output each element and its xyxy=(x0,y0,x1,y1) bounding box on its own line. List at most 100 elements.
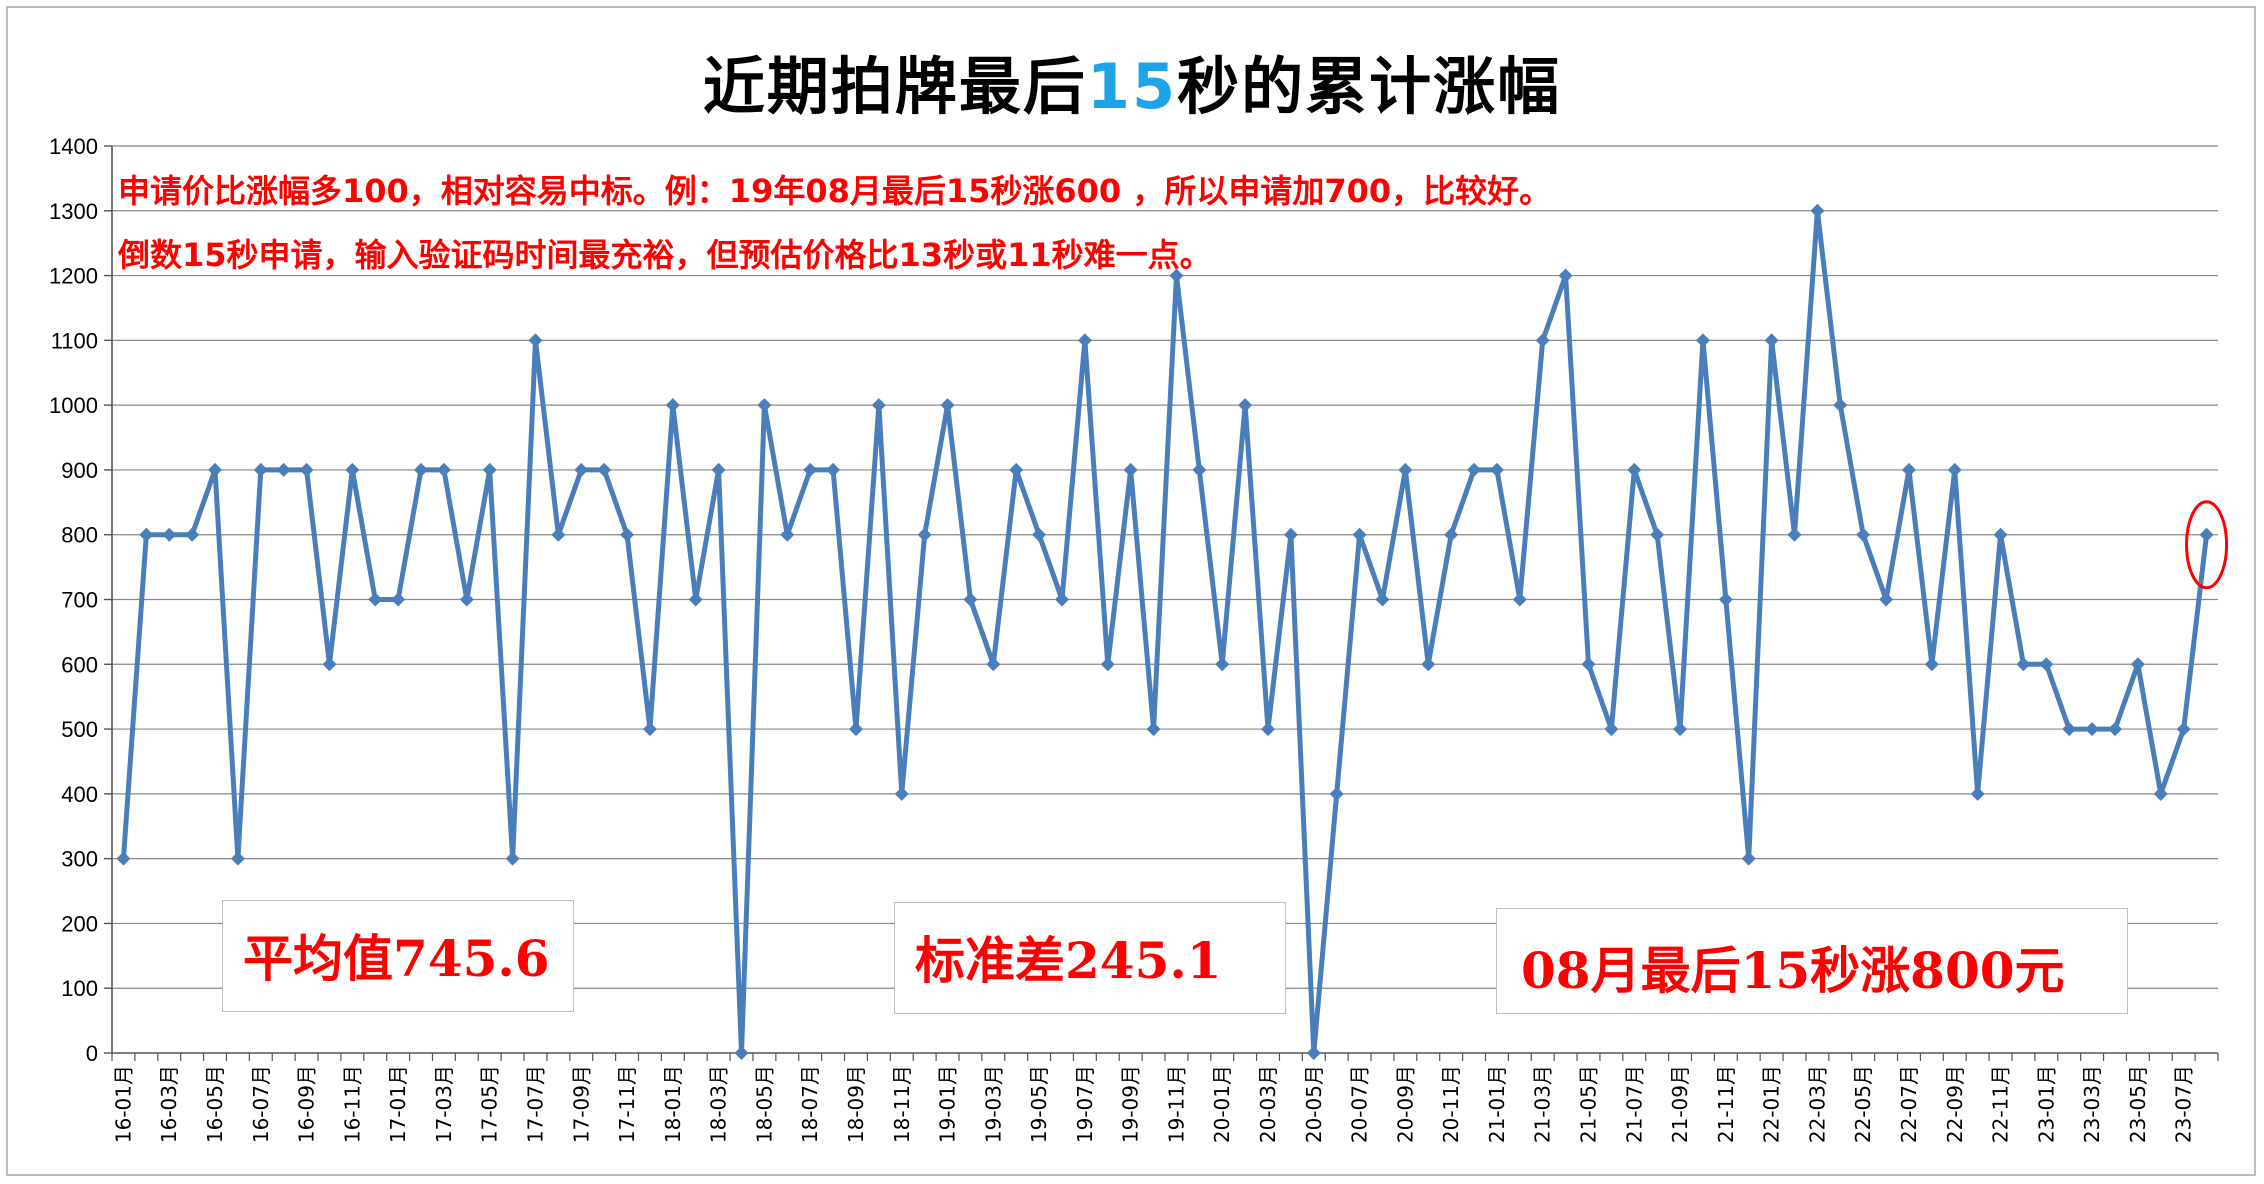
data-point xyxy=(1054,592,1069,607)
data-point xyxy=(1009,462,1024,477)
data-point xyxy=(276,462,291,477)
x-tick-label: 16-09月 xyxy=(295,1065,319,1143)
data-point xyxy=(1146,722,1161,737)
data-point xyxy=(1077,333,1092,348)
mean-annotation: 平均值745.6 xyxy=(222,900,574,1012)
y-tick-label: 300 xyxy=(61,847,98,872)
data-point xyxy=(1535,333,1550,348)
x-tick-label: 21-05月 xyxy=(1576,1065,1600,1143)
data-point xyxy=(1650,527,1665,542)
data-point xyxy=(505,851,520,866)
data-point xyxy=(139,527,154,542)
x-tick-label: 19-11月 xyxy=(1164,1065,1188,1143)
y-tick-label: 1100 xyxy=(51,328,98,353)
data-point xyxy=(482,462,497,477)
x-tick-label: 17-09月 xyxy=(569,1065,593,1143)
std-annotation: 标准差245.1 xyxy=(894,902,1286,1014)
data-point xyxy=(780,527,795,542)
data-point xyxy=(734,1046,749,1060)
data-point xyxy=(1329,786,1344,801)
y-tick-label: 0 xyxy=(86,1041,98,1066)
data-point xyxy=(1924,657,1939,672)
data-point xyxy=(2039,657,2054,672)
data-point xyxy=(299,462,314,477)
data-point xyxy=(368,592,383,607)
data-point xyxy=(1398,462,1413,477)
title-suffix: 秒的累计涨幅 xyxy=(1177,50,1562,123)
data-point xyxy=(1352,527,1367,542)
data-point xyxy=(1192,462,1207,477)
data-point xyxy=(848,722,863,737)
data-point xyxy=(1512,592,1527,607)
data-point xyxy=(2062,722,2077,737)
title-prefix: 近期拍牌最后 xyxy=(702,50,1087,123)
x-tick-label: 19-03月 xyxy=(981,1065,1005,1143)
data-point xyxy=(1970,786,1985,801)
title-highlight: 15 xyxy=(1086,50,1178,123)
x-tick-label: 18-11月 xyxy=(890,1065,914,1143)
chart-frame xyxy=(6,6,2256,1176)
x-tick-label: 18-09月 xyxy=(844,1065,868,1143)
data-point xyxy=(1100,657,1115,672)
x-tick-label: 20-11月 xyxy=(1439,1065,1463,1143)
data-point xyxy=(1764,333,1779,348)
x-tick-label: 20-09月 xyxy=(1393,1065,1417,1143)
data-point xyxy=(1627,462,1642,477)
x-tick-label: 22-11月 xyxy=(1989,1065,2013,1143)
data-point xyxy=(711,462,726,477)
x-tick-label: 16-03月 xyxy=(157,1065,181,1143)
series-line xyxy=(120,208,2210,1056)
data-point xyxy=(116,851,131,866)
x-tick-label: 16-11月 xyxy=(340,1065,364,1143)
x-tick-label: 20-05月 xyxy=(1302,1065,1326,1143)
data-point xyxy=(1306,1046,1321,1060)
x-tick-label: 18-07月 xyxy=(798,1065,822,1143)
data-point xyxy=(826,462,841,477)
data-point xyxy=(436,462,451,477)
data-point xyxy=(2153,786,2168,801)
data-point xyxy=(1581,657,1596,672)
data-point xyxy=(414,462,429,477)
data-point xyxy=(528,333,543,348)
data-point xyxy=(1673,722,1688,737)
data-point xyxy=(757,398,772,413)
data-point xyxy=(1741,851,1756,866)
data-point xyxy=(917,527,932,542)
data-point xyxy=(1123,462,1138,477)
data-point xyxy=(391,592,406,607)
data-point xyxy=(963,592,978,607)
x-tick-label: 16-05月 xyxy=(203,1065,227,1143)
x-tick-label: 19-07月 xyxy=(1073,1065,1097,1143)
data-point xyxy=(185,527,200,542)
data-point xyxy=(871,398,886,413)
data-point xyxy=(940,398,955,413)
x-tick-label: 19-05月 xyxy=(1027,1065,1051,1143)
data-point xyxy=(1833,398,1848,413)
x-tick-label: 20-03月 xyxy=(1256,1065,1280,1143)
x-tick-label: 17-01月 xyxy=(386,1065,410,1143)
data-point xyxy=(1695,333,1710,348)
data-point xyxy=(1261,722,1276,737)
data-point xyxy=(1901,462,1916,477)
data-point xyxy=(2016,657,2031,672)
data-point xyxy=(1032,527,1047,542)
x-tick-label: 18-05月 xyxy=(752,1065,776,1143)
data-point xyxy=(1238,398,1253,413)
data-point xyxy=(1444,527,1459,542)
x-tick-label: 22-01月 xyxy=(1760,1065,1784,1143)
y-tick-label: 900 xyxy=(61,458,98,483)
x-tick-label: 20-07月 xyxy=(1348,1065,1372,1143)
x-tick-label: 22-09月 xyxy=(1943,1065,1967,1143)
data-point xyxy=(2199,527,2214,542)
x-tick-label: 21-03月 xyxy=(1531,1065,1555,1143)
x-tick-label: 23-01月 xyxy=(2034,1065,2058,1143)
data-point xyxy=(1604,722,1619,737)
data-point xyxy=(459,592,474,607)
data-point xyxy=(230,851,245,866)
note-line-1: 申请价比涨幅多100，相对容易中标。例：19年08月最后15秒涨600 ，所以申… xyxy=(118,172,1552,210)
x-tick-label: 21-01月 xyxy=(1485,1065,1509,1143)
y-tick-label: 1000 xyxy=(49,393,98,418)
data-point xyxy=(551,527,566,542)
data-point xyxy=(1947,462,1962,477)
